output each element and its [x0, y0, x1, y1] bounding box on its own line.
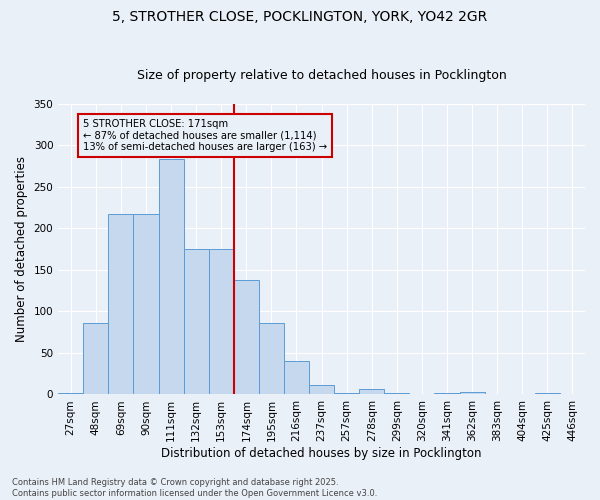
Bar — [385, 393, 409, 394]
Bar — [359, 390, 385, 394]
Text: Contains HM Land Registry data © Crown copyright and database right 2025.
Contai: Contains HM Land Registry data © Crown c… — [12, 478, 377, 498]
Y-axis label: Number of detached properties: Number of detached properties — [15, 156, 28, 342]
Bar — [158, 159, 184, 394]
Bar — [460, 392, 485, 394]
Bar — [83, 323, 109, 394]
Bar — [284, 362, 309, 394]
Bar — [434, 393, 460, 394]
Bar — [109, 214, 133, 394]
Bar — [334, 393, 359, 394]
Bar — [535, 393, 560, 394]
Text: 5 STROTHER CLOSE: 171sqm
← 87% of detached houses are smaller (1,114)
13% of sem: 5 STROTHER CLOSE: 171sqm ← 87% of detach… — [83, 119, 328, 152]
Title: Size of property relative to detached houses in Pocklington: Size of property relative to detached ho… — [137, 69, 506, 82]
Bar — [209, 249, 234, 394]
Bar — [58, 393, 83, 394]
Bar — [309, 386, 334, 394]
Bar — [184, 249, 209, 394]
Text: 5, STROTHER CLOSE, POCKLINGTON, YORK, YO42 2GR: 5, STROTHER CLOSE, POCKLINGTON, YORK, YO… — [112, 10, 488, 24]
X-axis label: Distribution of detached houses by size in Pocklington: Distribution of detached houses by size … — [161, 447, 482, 460]
Bar — [133, 214, 158, 394]
Bar — [234, 280, 259, 394]
Bar — [259, 323, 284, 394]
